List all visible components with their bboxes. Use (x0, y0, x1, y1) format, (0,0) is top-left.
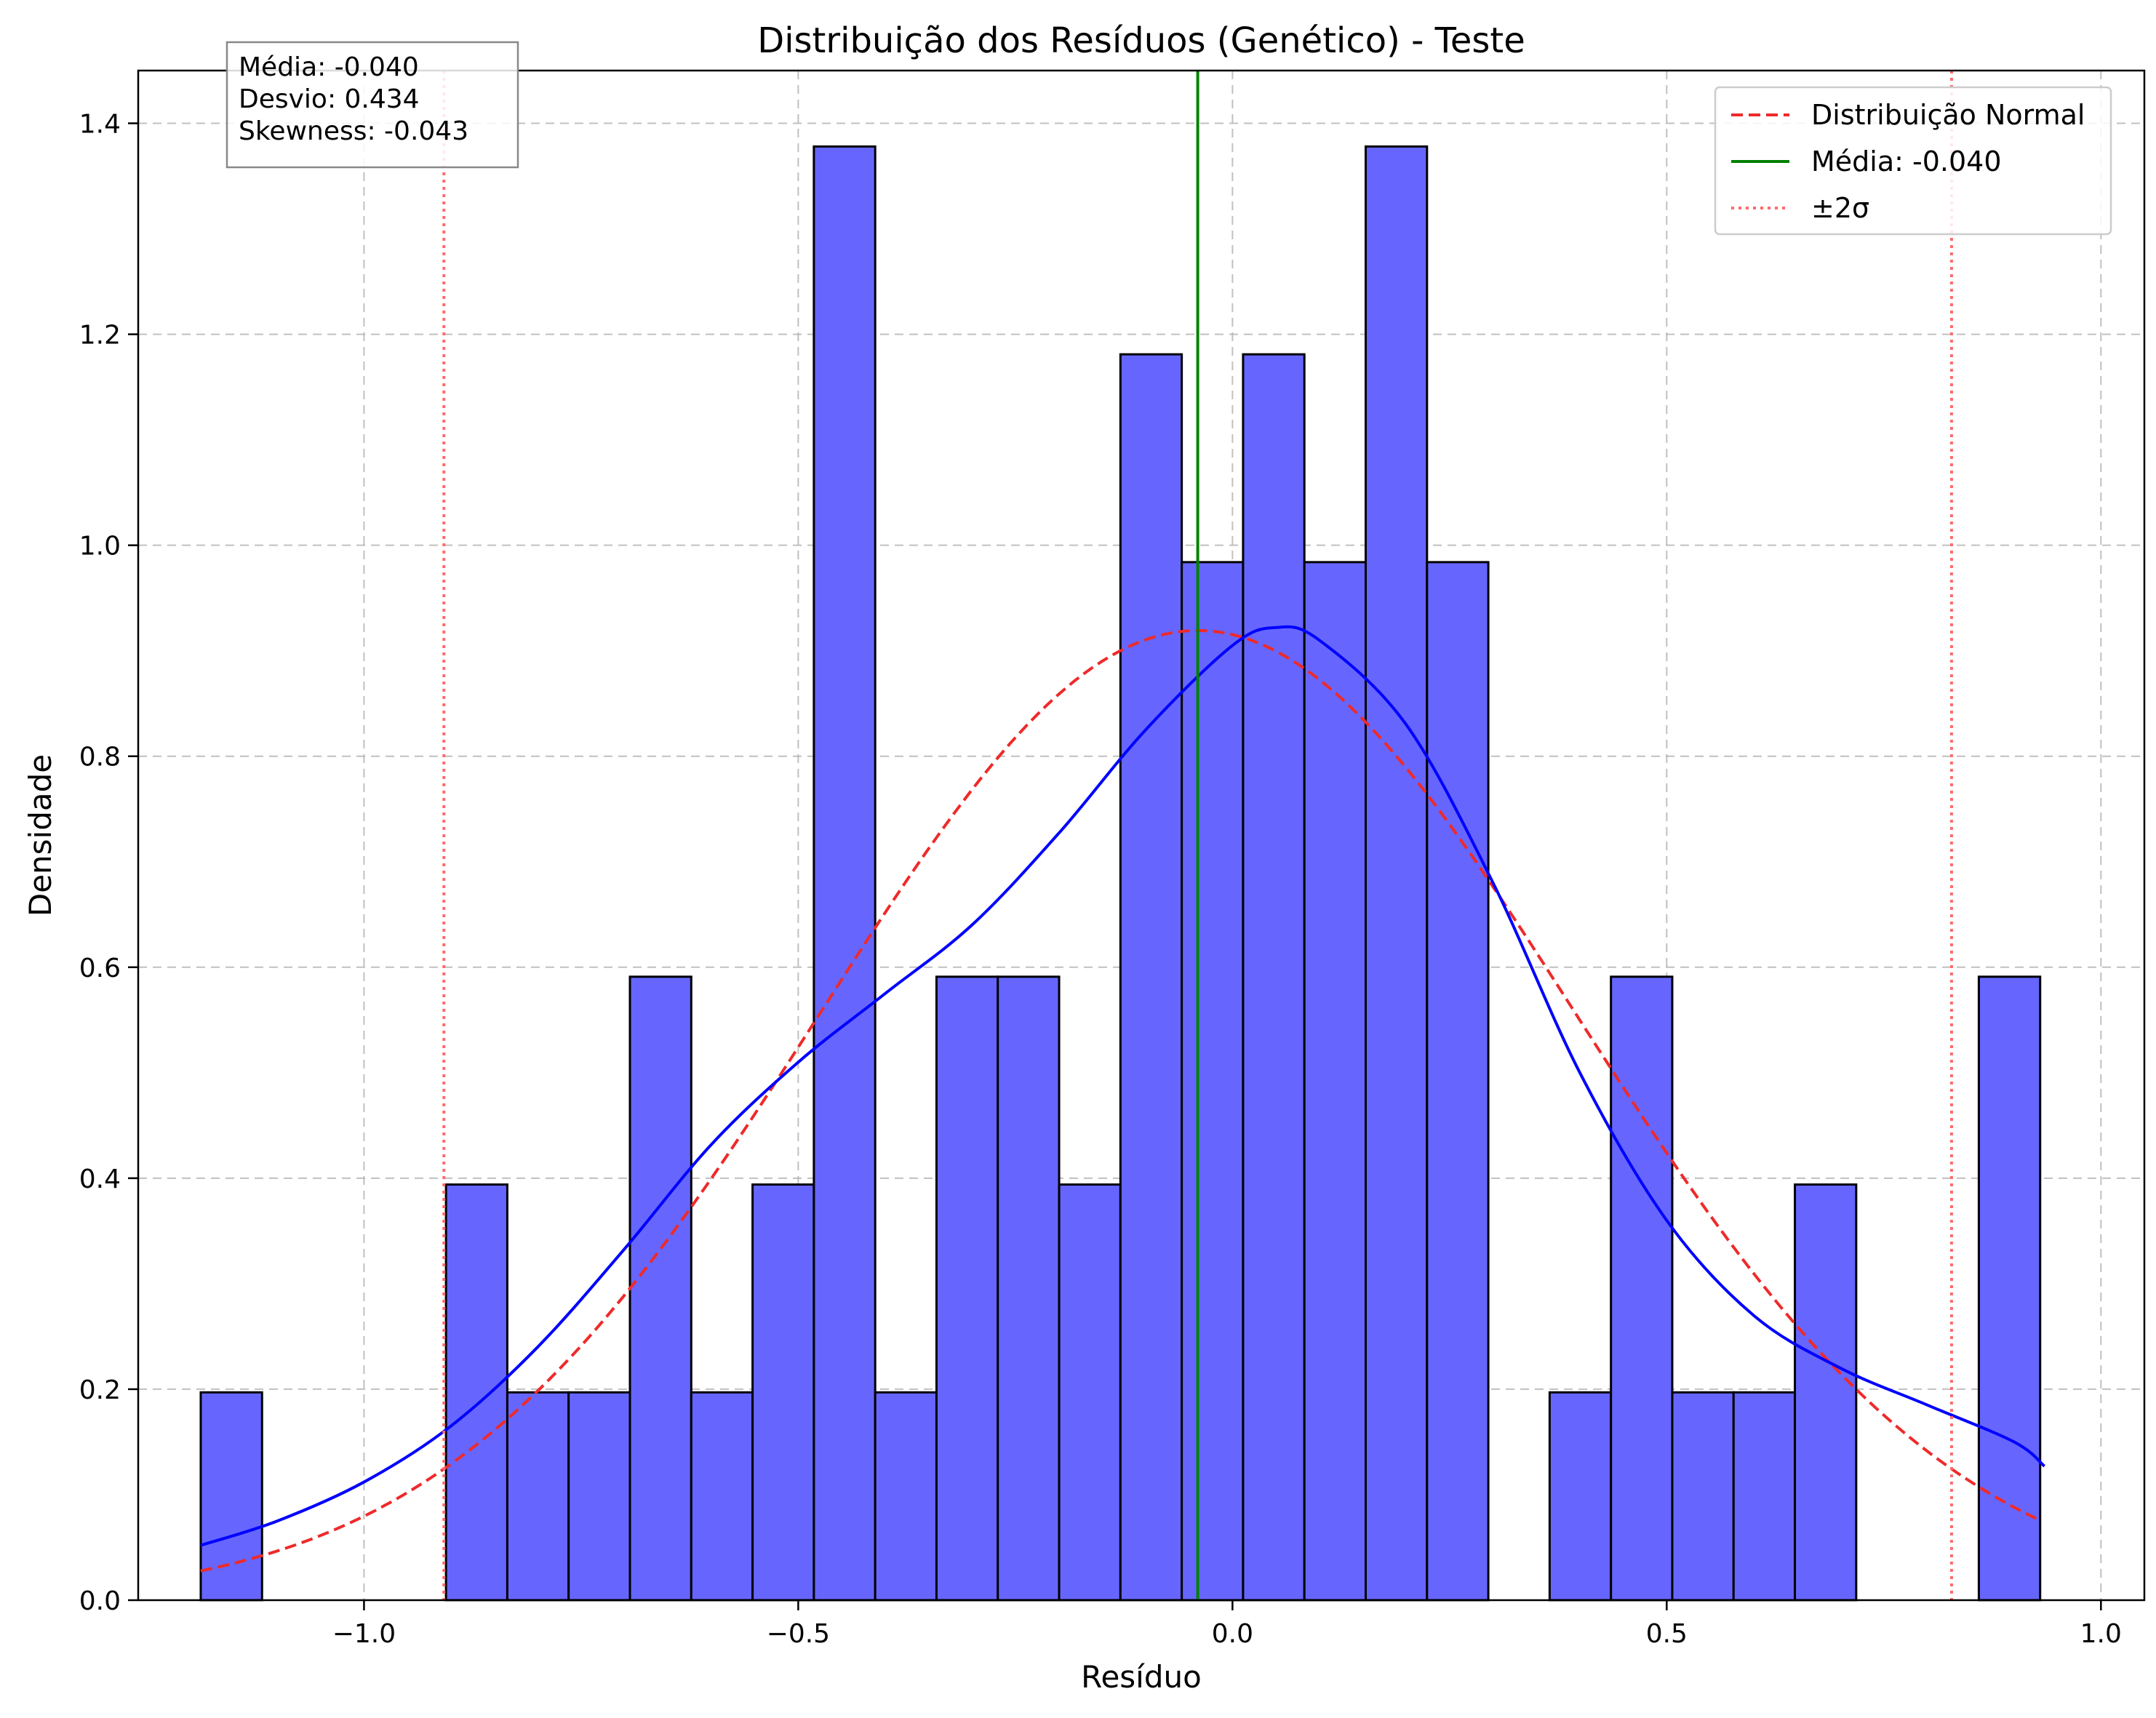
histogram-bar (1303, 561, 1368, 1602)
x-tick-label: 0.5 (1646, 1619, 1688, 1649)
curve-lines (200, 71, 2046, 1600)
legend-entry-two-sigma: ±2σ (1811, 192, 1869, 224)
kde-curve (200, 625, 2046, 1547)
axis-ticks: −1.0 −0.5 0.0 0.5 1.0 0.0 0.2 0.4 0.6 0.8 1.0 1.2 1.… (79, 110, 2122, 1649)
histogram-bar (1242, 353, 1306, 1602)
histogram-bar (1610, 975, 1674, 1602)
stats-box-frame (225, 41, 519, 169)
x-tick-label: 1.0 (2080, 1619, 2122, 1649)
histogram-bar (1732, 1391, 1797, 1602)
y-tick-label: 0.6 (79, 954, 121, 983)
histogram-bar (1181, 561, 1245, 1602)
normal-distribution-curve (200, 628, 2041, 1573)
y-tick-label: 0.2 (79, 1375, 121, 1405)
histogram-bar (813, 145, 877, 1602)
histogram-bar (1058, 1183, 1122, 1602)
stats-mean: Média: -0.040 (239, 52, 419, 82)
histogram-bar (1426, 561, 1490, 1602)
histogram-bar (199, 1391, 263, 1602)
x-axis-label: Resíduo (1081, 1659, 1202, 1695)
histogram-bar (874, 1391, 938, 1602)
y-axis-label: Densidade (23, 754, 58, 916)
x-tick-label: −0.5 (767, 1619, 830, 1649)
histogram-bar (1977, 975, 2042, 1602)
histogram-bar (751, 1183, 815, 1602)
legend-frame (1714, 86, 2112, 236)
stats-box: Média: -0.040 Desvio: 0.434 Skewness: -0… (225, 41, 519, 169)
histogram-bar (567, 1391, 631, 1602)
histogram-bar (690, 1391, 754, 1602)
histogram-bar (997, 975, 1061, 1602)
y-tick-label: 0.4 (79, 1164, 121, 1194)
histogram-bar (1119, 353, 1183, 1602)
y-tick-label: 0.8 (79, 743, 121, 772)
x-tick-label: 0.0 (1212, 1619, 1253, 1649)
histogram-bars (199, 145, 2042, 1602)
y-tick-label: 0.0 (79, 1586, 121, 1616)
histogram-bar (1794, 1183, 1858, 1602)
histogram-bar (1365, 145, 1429, 1602)
histogram-bar (628, 975, 692, 1602)
y-tick-label: 1.0 (79, 532, 121, 562)
x-tick-label: −1.0 (332, 1619, 396, 1649)
legend-entry-normal: Distribuição Normal (1811, 99, 2085, 131)
histogram-bar (1671, 1391, 1735, 1602)
plot-frame (137, 69, 2146, 1602)
stats-std: Desvio: 0.434 (239, 84, 420, 114)
stats-skewness: Skewness: -0.043 (239, 116, 468, 146)
histogram-bar (935, 975, 999, 1602)
y-tick-label: 1.2 (79, 321, 121, 351)
chart-title: Distribuição dos Resíduos (Genético) - T… (757, 20, 1525, 61)
histogram-bar (1548, 1391, 1613, 1602)
legend: Distribuição Normal Média: -0.040 ±2σ (1714, 86, 2112, 236)
legend-entry-mean: Média: -0.040 (1811, 145, 2002, 177)
histogram-bar (444, 1183, 508, 1602)
histogram-bar (506, 1391, 570, 1602)
y-tick-label: 1.4 (79, 110, 121, 140)
